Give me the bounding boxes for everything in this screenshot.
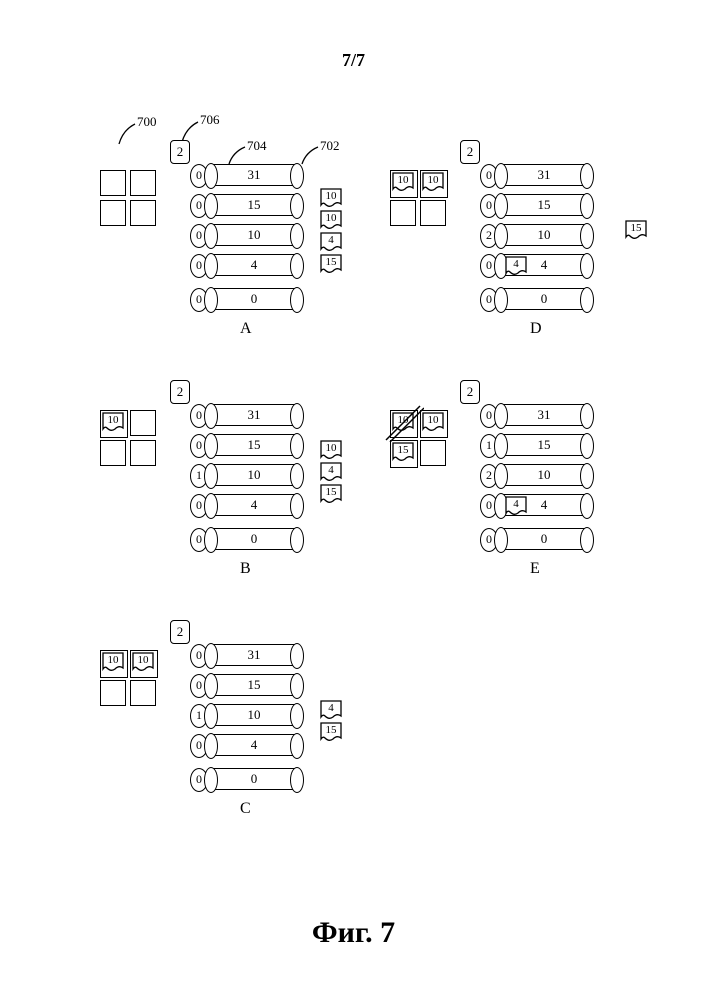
cylinder-b-0: 31 bbox=[204, 404, 304, 426]
panel-d: 2 10 10 0 31 0 15 2 10 0 4 4 0 0 15 D bbox=[390, 140, 650, 340]
cylinder-b-2: 10 bbox=[204, 464, 304, 486]
slot-a-0 bbox=[100, 170, 126, 196]
cylinder-b-4: 0 bbox=[204, 528, 304, 550]
slot-e-3 bbox=[420, 440, 446, 466]
slot-c-2 bbox=[100, 680, 126, 706]
panel-a: 700 706 704 702 2 0 31 0 15 0 10 bbox=[100, 140, 360, 340]
cylinder-a-0: 31 bbox=[204, 164, 304, 186]
cylinder-a-3: 4 bbox=[204, 254, 304, 276]
cylinder-a-4: 0 bbox=[204, 288, 304, 310]
ticket-a-3: 15 bbox=[320, 254, 342, 274]
slot-b-2 bbox=[100, 440, 126, 466]
badge-a: 2 bbox=[170, 140, 190, 164]
cylinder-c-3: 4 bbox=[204, 734, 304, 756]
badge-b: 2 bbox=[170, 380, 190, 404]
panel-label-a: A bbox=[240, 320, 252, 338]
cylinder-d-0: 31 bbox=[494, 164, 594, 186]
slot-c-3 bbox=[130, 680, 156, 706]
cylinder-e-0: 31 bbox=[494, 404, 594, 426]
cylinder-a-2: 10 bbox=[204, 224, 304, 246]
ticket-a-0: 10 bbox=[320, 188, 342, 208]
slot-c-1: 10 bbox=[130, 650, 158, 678]
slot-d-0: 10 bbox=[390, 170, 418, 198]
slot-c-0: 10 bbox=[100, 650, 128, 678]
badge-d: 2 bbox=[460, 140, 480, 164]
slot-a-2 bbox=[100, 200, 126, 226]
ticket-a-2: 4 bbox=[320, 232, 342, 252]
cylinder-c-2: 10 bbox=[204, 704, 304, 726]
inline-ticket-e: 4 bbox=[505, 496, 527, 516]
slot-b-1 bbox=[130, 410, 156, 436]
ticket-b-1: 4 bbox=[320, 462, 342, 482]
slot-e-1: 10 bbox=[420, 410, 448, 438]
cylinder-b-1: 15 bbox=[204, 434, 304, 456]
cylinder-c-1: 15 bbox=[204, 674, 304, 696]
slot-b-0: 10 bbox=[100, 410, 128, 438]
badge-c: 2 bbox=[170, 620, 190, 644]
slot-a-3 bbox=[130, 200, 156, 226]
slot-e-2: 15 bbox=[390, 440, 418, 468]
slot-b-3 bbox=[130, 440, 156, 466]
cylinder-c-0: 31 bbox=[204, 644, 304, 666]
ticket-c-0: 4 bbox=[320, 700, 342, 720]
panel-label-c: C bbox=[240, 800, 251, 818]
inline-ticket-d: 4 bbox=[505, 256, 527, 276]
slot-a-1 bbox=[130, 170, 156, 196]
ticket-c-1: 15 bbox=[320, 722, 342, 742]
ticket-b-2: 15 bbox=[320, 484, 342, 504]
cylinder-e-1: 15 bbox=[494, 434, 594, 456]
slot-d-1: 10 bbox=[420, 170, 448, 198]
figure-caption: Фиг. 7 bbox=[312, 916, 395, 950]
cylinder-b-3: 4 bbox=[204, 494, 304, 516]
panel-e: 2 10 10 15 0 31 1 15 2 10 0 4 4 0 0 E bbox=[390, 380, 650, 580]
panel-b: 2 10 0 31 0 15 1 10 0 4 0 0 10 4 15 B bbox=[100, 380, 360, 580]
ticket-b-0: 10 bbox=[320, 440, 342, 460]
panel-label-b: B bbox=[240, 560, 251, 578]
panel-c: 2 10 10 0 31 0 15 1 10 0 4 0 0 4 15 C bbox=[100, 620, 360, 820]
page: 7/7 700 706 704 702 2 0 31 0 bbox=[0, 0, 707, 1000]
cylinder-d-2: 10 bbox=[494, 224, 594, 246]
cylinder-e-2: 10 bbox=[494, 464, 594, 486]
cylinder-c-4: 0 bbox=[204, 768, 304, 790]
badge-e: 2 bbox=[460, 380, 480, 404]
cylinder-a-1: 15 bbox=[204, 194, 304, 216]
page-number: 7/7 bbox=[342, 50, 365, 71]
panel-label-e: E bbox=[530, 560, 540, 578]
panel-label-d: D bbox=[530, 320, 542, 338]
ticket-a-1: 10 bbox=[320, 210, 342, 230]
cylinder-d-4: 0 bbox=[494, 288, 594, 310]
slot-d-2 bbox=[390, 200, 416, 226]
ticket-d-0: 15 bbox=[625, 220, 647, 240]
slot-d-3 bbox=[420, 200, 446, 226]
cylinder-d-1: 15 bbox=[494, 194, 594, 216]
cylinder-e-4: 0 bbox=[494, 528, 594, 550]
